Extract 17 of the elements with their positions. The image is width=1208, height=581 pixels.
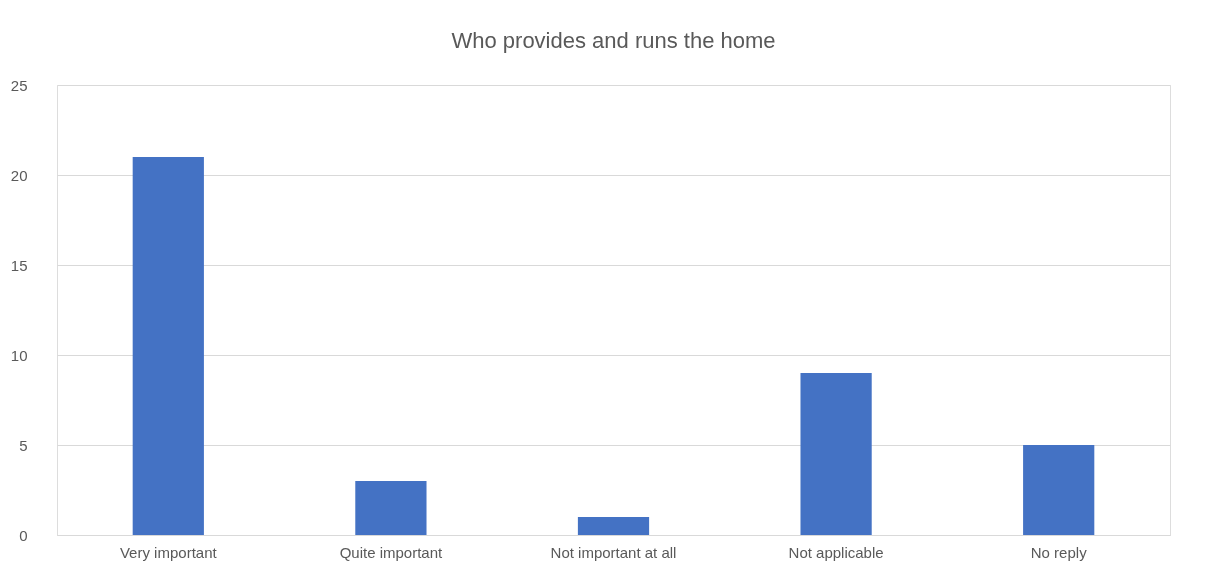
bar <box>577 517 650 535</box>
y-tick-label: 5 <box>19 436 28 454</box>
bar <box>132 157 204 535</box>
bar <box>800 373 872 535</box>
bar <box>355 481 427 535</box>
y-tick-label: 25 <box>10 76 28 94</box>
x-tick-label: Very important <box>119 543 218 561</box>
y-tick-label: 10 <box>10 346 28 364</box>
x-tick-label: No reply <box>1030 543 1088 561</box>
y-tick-label: 0 <box>19 526 28 544</box>
bar <box>1023 445 1095 535</box>
chart-title: Who provides and runs the home <box>451 28 776 53</box>
x-tick-label: Quite important <box>339 543 444 561</box>
y-tick-label: 20 <box>10 166 28 184</box>
x-tick-label: Not important at all <box>550 543 677 561</box>
y-tick-label: 15 <box>10 256 28 274</box>
x-tick-label: Not applicable <box>788 543 884 561</box>
